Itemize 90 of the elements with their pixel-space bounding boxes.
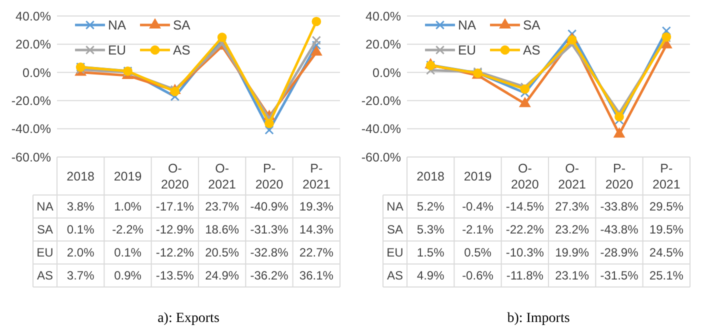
data-label: 0.1%: [114, 246, 142, 260]
y-tick-label: -20.0%: [361, 94, 401, 108]
text: AS: [386, 268, 404, 283]
text: NA: [36, 200, 54, 214]
legend-label: AS: [523, 42, 541, 58]
legend-label: SA: [523, 18, 541, 33]
data-label: -2.1%: [462, 222, 494, 237]
data-label: -2.2%: [112, 222, 144, 237]
data-label: 25.1%: [649, 268, 684, 283]
data-label: 0.1%: [66, 222, 95, 237]
y-tick-label: 20.0%: [16, 38, 51, 52]
legend-label: EU: [108, 42, 126, 58]
text: AS: [36, 268, 54, 283]
text: EU: [386, 246, 404, 260]
data-label: 3.7%: [66, 268, 95, 283]
data-label: 27.3%: [555, 200, 590, 214]
data-label: -31.3%: [250, 222, 289, 237]
data-label: -11.8%: [506, 268, 544, 283]
data-label: -22.2%: [506, 222, 544, 237]
data-label: 3.8%: [66, 200, 95, 214]
x-tick-label: P-2020: [255, 161, 284, 192]
text: EU: [36, 246, 54, 260]
data-label: -32.8%: [250, 246, 289, 260]
data-label: -14.5%: [506, 200, 544, 214]
legend-label: AS: [173, 42, 191, 58]
data-label: 1.5%: [416, 246, 445, 260]
data-label: 23.7%: [205, 200, 240, 214]
y-tick-label: -40.0%: [11, 122, 51, 136]
data-label: 5.3%: [416, 222, 445, 237]
y-tick-label: 0.0%: [372, 66, 401, 80]
y-tick-label: 20.0%: [366, 38, 401, 52]
data-label: 24.9%: [205, 268, 240, 283]
data-label: -40.9%: [250, 200, 289, 214]
y-tick-label: -40.0%: [361, 122, 401, 136]
y-tick-label: -60.0%: [11, 150, 51, 164]
y-tick-label: -60.0%: [361, 150, 401, 164]
data-label: -33.8%: [600, 200, 639, 214]
data-label: -36.2%: [250, 268, 289, 283]
data-label: 19.9%: [555, 246, 590, 260]
data-label: 5.2%: [416, 200, 445, 214]
data-label: 36.1%: [299, 268, 334, 283]
data-label: 29.5%: [649, 200, 684, 214]
data-label: -0.6%: [462, 268, 494, 283]
x-tick-label: O-2020: [161, 161, 189, 192]
data-label: -12.9%: [156, 222, 194, 237]
data-label: 19.5%: [649, 222, 684, 237]
data-label: 22.7%: [299, 246, 334, 260]
data-label: 23.1%: [555, 268, 590, 283]
x-tick-label: P-2020: [605, 161, 634, 192]
y-tick-label: 0.0%: [22, 66, 51, 80]
x-tick-label: O-2020: [511, 161, 539, 192]
y-tick-label: -20.0%: [11, 94, 51, 108]
x-tick-label: P-2021: [302, 161, 330, 192]
y-tick-label: 40.0%: [16, 9, 51, 24]
data-label: 20.5%: [205, 246, 240, 260]
data-label: -28.9%: [600, 246, 639, 260]
x-tick-label: O-2021: [208, 161, 236, 192]
data-label: -10.3%: [506, 246, 544, 260]
text: SA: [386, 222, 404, 237]
data-label: -17.1%: [156, 200, 194, 214]
data-label: -13.5%: [156, 268, 194, 283]
legend-label: SA: [173, 18, 191, 33]
legend-label: NA: [108, 18, 126, 33]
legend-label: EU: [458, 42, 476, 58]
data-label: 4.9%: [416, 268, 445, 283]
data-label: 1.0%: [114, 200, 142, 214]
x-tick-label: 2019: [464, 169, 492, 184]
text: a): Exports: [158, 311, 220, 326]
x-tick-label: O-2021: [558, 161, 586, 192]
x-tick-label: 2019: [114, 169, 142, 184]
x-tick-label: 2018: [66, 169, 95, 184]
data-label: -0.4%: [462, 200, 494, 214]
data-label: -12.2%: [156, 246, 194, 260]
data-label: -43.8%: [600, 222, 639, 237]
data-label: 19.3%: [299, 200, 334, 214]
y-tick-label: 40.0%: [366, 9, 401, 24]
text: SA: [36, 222, 54, 237]
data-label: 0.9%: [114, 268, 142, 283]
x-tick-label: 2018: [416, 169, 445, 184]
x-tick-label: P-2021: [652, 161, 680, 192]
data-label: 18.6%: [205, 222, 240, 237]
data-label: -31.5%: [600, 268, 639, 283]
data-label: 24.5%: [649, 246, 684, 260]
data-label: 14.3%: [299, 222, 334, 237]
data-label: 2.0%: [66, 246, 95, 260]
text: NA: [386, 200, 404, 214]
data-label: 23.2%: [555, 222, 590, 237]
data-label: 0.5%: [464, 246, 492, 260]
legend-label: NA: [458, 18, 476, 33]
text: b): Imports: [507, 311, 570, 326]
